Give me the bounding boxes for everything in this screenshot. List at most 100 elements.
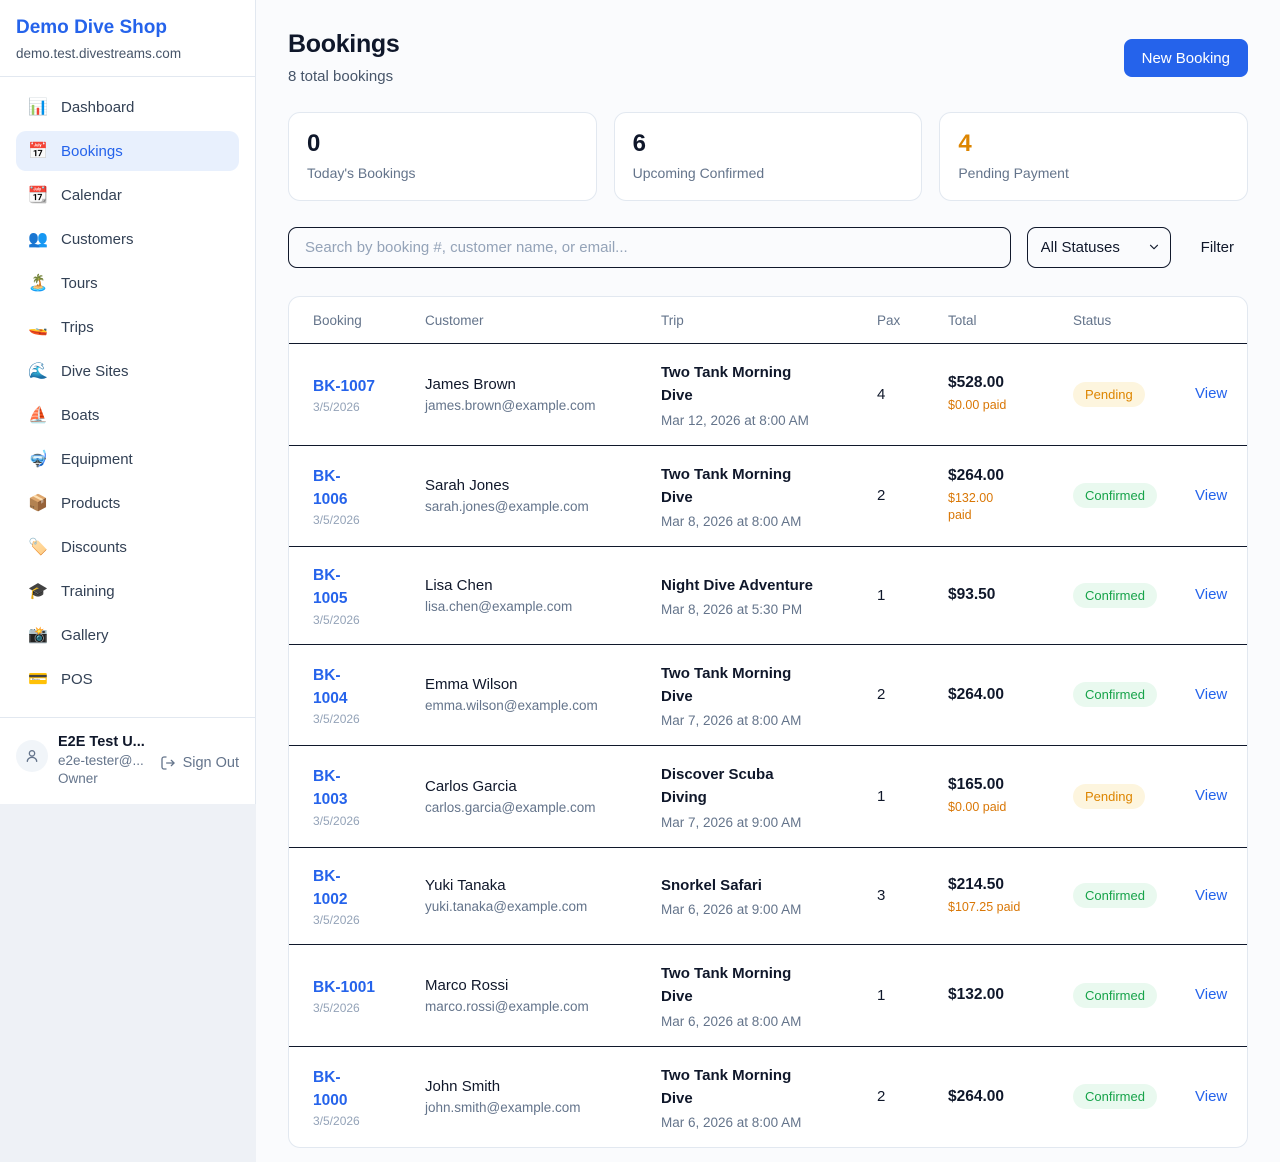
actions-cell: View — [1195, 787, 1227, 805]
sidebar-item[interactable]: 🚤 Trips — [16, 307, 239, 347]
booking-id-link[interactable]: BK- 1003 — [313, 768, 348, 809]
pax-cell: 1 — [877, 986, 886, 1004]
sidebar-item[interactable]: 📆 Calendar — [16, 175, 239, 215]
wave-icon: 🌊 — [28, 363, 48, 380]
trip-cell: Night Dive Adventure Mar 8, 2026 at 5:30… — [661, 574, 877, 617]
sidebar-item[interactable]: 💳 POS — [16, 659, 239, 699]
bar-chart-icon: 📊 — [28, 99, 48, 116]
booking-id-link[interactable]: BK- 1000 — [313, 1068, 348, 1109]
view-booking-link[interactable]: View — [1195, 385, 1228, 403]
total-cell: $264.00 $132.00 paid — [948, 467, 1073, 525]
booking-date: 3/5/2026 — [313, 612, 360, 627]
total-amount: $264.00 — [948, 685, 1005, 703]
booking-id-link[interactable]: BK-1001 — [313, 978, 376, 996]
sidebar-item[interactable]: 🌊 Dive Sites — [16, 351, 239, 391]
total-amount: $165.00 — [948, 776, 1005, 793]
search-input[interactable] — [288, 227, 1011, 268]
status-select[interactable]: All Statuses — [1026, 227, 1171, 268]
tear-off-calendar-icon: 📆 — [28, 187, 48, 204]
column-header-trip: Trip — [661, 312, 684, 328]
speedboat-icon: 🚤 — [28, 319, 48, 336]
view-booking-link[interactable]: View — [1195, 486, 1228, 504]
trip-date: Mar 6, 2026 at 8:00 AM — [661, 1115, 802, 1130]
trip-name: Two Tank Morning Dive — [661, 1066, 792, 1107]
sidebar-item[interactable]: 📅 Bookings — [16, 131, 239, 171]
booking-id-link[interactable]: BK- 1005 — [313, 567, 348, 608]
trip-name: Snorkel Safari — [661, 877, 762, 895]
sidebar-item[interactable]: 🏷️ Discounts — [16, 527, 239, 567]
status-badge: Pending — [1073, 381, 1145, 407]
view-booking-link[interactable]: View — [1195, 685, 1228, 703]
sidebar-item-label: Bookings — [61, 142, 123, 160]
booking-date: 3/5/2026 — [313, 1000, 360, 1015]
sidebar-item[interactable]: 🏝️ Tours — [16, 263, 239, 303]
sidebar-item-label: Boats — [61, 406, 100, 424]
view-booking-link[interactable]: View — [1195, 586, 1228, 604]
view-booking-link[interactable]: View — [1195, 986, 1228, 1004]
sidebar-item[interactable]: 📊 Dashboard — [16, 87, 239, 127]
total-amount: $132.00 — [948, 986, 1005, 1004]
brand-name[interactable]: Demo Dive Shop — [16, 17, 167, 38]
table-row: BK-1001 3/5/2026 Marco Rossi marco.rossi… — [289, 944, 1247, 1046]
paid-amount: $0.00 paid — [948, 800, 1007, 814]
user-name: E2E Test U... — [58, 734, 145, 750]
total-amount: $528.00 — [948, 374, 1005, 391]
sidebar-item-label: Trips — [61, 318, 94, 336]
customer-name: Marco Rossi — [425, 976, 509, 994]
booking-cell: BK- 1000 3/5/2026 — [313, 1066, 425, 1129]
stat-card: 4 Pending Payment — [939, 112, 1248, 201]
sidebar-item[interactable]: 🎓 Training — [16, 571, 239, 611]
booking-cell: BK- 1003 3/5/2026 — [313, 765, 425, 828]
bookings-table: Booking Customer Trip Pax Total Status B… — [288, 296, 1248, 1148]
view-booking-link[interactable]: View — [1195, 1087, 1228, 1105]
stat-card: 0 Today's Bookings — [288, 112, 597, 201]
trip-cell: Two Tank Morning Dive Mar 7, 2026 at 8:0… — [661, 662, 877, 729]
status-cell: Confirmed — [1073, 883, 1195, 909]
customer-cell: Lisa Chen lisa.chen@example.com — [425, 577, 661, 614]
total-cell: $132.00 — [948, 986, 1073, 1004]
sidebar-item[interactable]: 👥 Customers — [16, 219, 239, 259]
sidebar-item-label: Training — [61, 582, 115, 600]
sidebar-nav: 📊 Dashboard 📅 Bookings 📆 Calendar 👥 Cust… — [0, 77, 255, 709]
stat-label: Upcoming Confirmed — [632, 165, 765, 181]
view-booking-link[interactable]: View — [1195, 787, 1228, 805]
total-cell: $165.00 $0.00 paid — [948, 776, 1073, 817]
camera-icon: 📸 — [28, 627, 48, 644]
sidebar-item-label: Customers — [61, 230, 134, 248]
sign-out-button[interactable]: Sign Out — [160, 755, 239, 771]
customer-name: Emma Wilson — [425, 676, 518, 694]
sidebar-item[interactable]: 📦 Products — [16, 483, 239, 523]
sidebar-item[interactable]: ⛵ Boats — [16, 395, 239, 435]
status-badge: Confirmed — [1073, 682, 1157, 708]
column-header-total: Total — [948, 312, 977, 328]
filter-bar: All Statuses Filter — [288, 227, 1248, 268]
booking-date: 3/5/2026 — [313, 813, 360, 828]
trip-name: Discover Scuba Diving — [661, 766, 774, 807]
sidebar-item-label: Products — [61, 494, 121, 512]
status-badge: Confirmed — [1073, 1084, 1157, 1110]
actions-cell: View — [1195, 986, 1227, 1004]
customer-cell: Yuki Tanaka yuki.tanaka@example.com — [425, 877, 661, 914]
new-booking-button[interactable]: New Booking — [1123, 39, 1248, 77]
sidebar-item[interactable]: 🤿 Equipment — [16, 439, 239, 479]
booking-id-link[interactable]: BK- 1004 — [313, 666, 348, 707]
customer-cell: Emma Wilson emma.wilson@example.com — [425, 676, 661, 713]
logout-icon — [160, 756, 175, 770]
total-amount: $93.50 — [948, 586, 996, 604]
pax-cell: 2 — [877, 1088, 886, 1106]
filter-button[interactable]: Filter — [1187, 239, 1248, 256]
sidebar-item[interactable]: 📸 Gallery — [16, 615, 239, 655]
stat-value: 6 — [632, 130, 647, 157]
booking-id-link[interactable]: BK- 1006 — [313, 467, 348, 508]
actions-cell: View — [1195, 1088, 1227, 1106]
booking-id-link[interactable]: BK-1007 — [313, 377, 376, 395]
customer-name: Yuki Tanaka — [425, 877, 506, 895]
stat-value: 0 — [307, 130, 321, 157]
trip-cell: Two Tank Morning Dive Mar 12, 2026 at 8:… — [661, 361, 877, 428]
view-booking-link[interactable]: View — [1195, 886, 1228, 904]
booking-id-link[interactable]: BK- 1002 — [313, 867, 348, 908]
diving-mask-icon: 🤿 — [28, 451, 48, 468]
total-cell: $264.00 — [948, 686, 1073, 704]
table-row: BK- 1006 3/5/2026 Sarah Jones sarah.jone… — [289, 444, 1247, 547]
stat-card: 6 Upcoming Confirmed — [613, 112, 923, 201]
